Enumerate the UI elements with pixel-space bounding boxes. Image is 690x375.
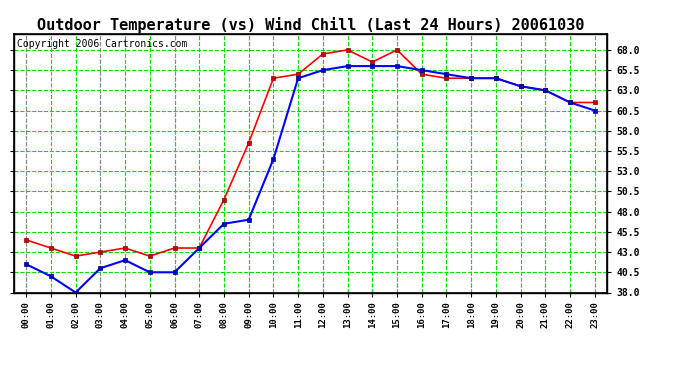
- Title: Outdoor Temperature (vs) Wind Chill (Last 24 Hours) 20061030: Outdoor Temperature (vs) Wind Chill (Las…: [37, 16, 584, 33]
- Text: Copyright 2006 Cartronics.com: Copyright 2006 Cartronics.com: [17, 39, 187, 49]
